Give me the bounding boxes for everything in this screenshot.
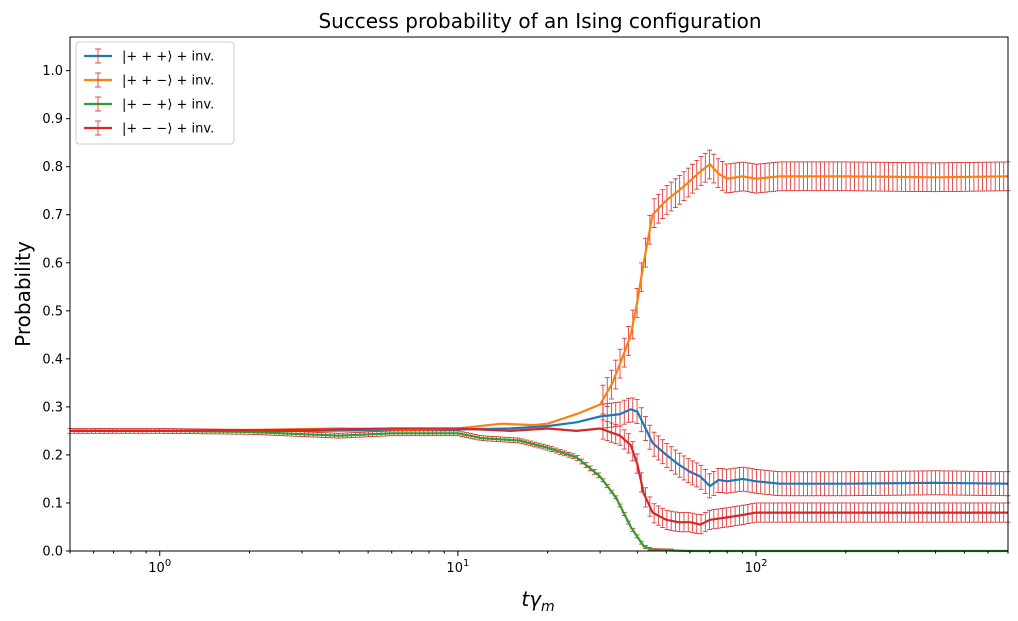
x-axis-label: tγm (521, 587, 554, 615)
legend-label: |+ − −⟩ + inv. (122, 122, 214, 137)
series-3 (70, 419, 1011, 535)
series-line (70, 163, 1009, 432)
series-0 (70, 397, 1011, 499)
y-axis-label: Probability (11, 241, 35, 347)
y-tick-label: 0.5 (42, 304, 63, 319)
x-axis-label-sub: m (541, 599, 555, 615)
x-tick-label: 101 (446, 558, 469, 576)
y-tick-label: 1.0 (42, 64, 63, 79)
y-tick-label: 0.6 (42, 256, 63, 271)
y-tick-label: 0.0 (42, 545, 63, 560)
y-tick-label: 0.3 (42, 400, 63, 415)
x-tick-label: 100 (148, 558, 171, 576)
legend-label: |+ − +⟩ + inv. (122, 98, 214, 113)
x-tick-label: 102 (745, 558, 768, 576)
legend-label: |+ + −⟩ + inv. (122, 74, 214, 89)
series-1 (70, 149, 1011, 432)
legend-label: |+ + +⟩ + inv. (122, 50, 214, 65)
chart-title: Success probability of an Ising configur… (318, 9, 761, 33)
legend-entry: |+ − +⟩ + inv. (84, 96, 214, 113)
y-tick-label: 0.8 (42, 160, 63, 175)
x-axis-label-main: tγ (521, 587, 542, 611)
legend-entry: |+ − −⟩ + inv. (84, 120, 214, 137)
y-tick-label: 0.4 (42, 352, 63, 367)
y-tick-label: 0.7 (42, 208, 63, 223)
series-line (70, 408, 1009, 488)
legend-entry: |+ + +⟩ + inv. (84, 48, 214, 65)
legend-box (75, 41, 235, 145)
y-tick-label: 0.1 (42, 496, 63, 511)
y-tick-label: 0.9 (42, 112, 63, 127)
plot-frame (69, 36, 1009, 552)
legend-entry: |+ + −⟩ + inv. (84, 72, 214, 89)
series-line (70, 429, 1008, 553)
series-line (70, 427, 1008, 526)
y-tick-label: 0.2 (42, 448, 63, 463)
